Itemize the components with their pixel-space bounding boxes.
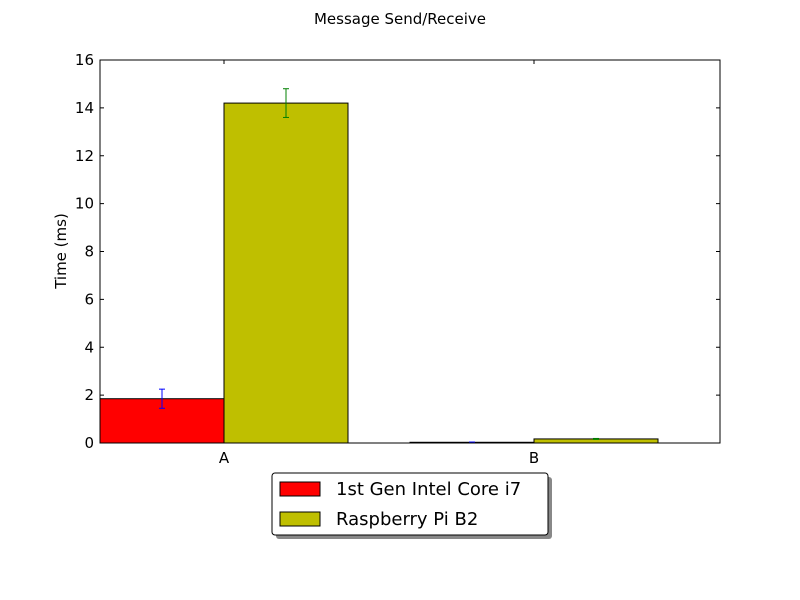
- legend-label: 1st Gen Intel Core i7: [336, 479, 521, 500]
- legend-label: Raspberry Pi B2: [336, 509, 478, 530]
- legend-swatch: [279, 511, 321, 527]
- y-tick-label: 0: [84, 434, 94, 452]
- x-tick-label: B: [529, 449, 539, 467]
- legend-box: [271, 472, 549, 536]
- error-bar-1st-gen-intel-core-i7-a: [159, 388, 165, 409]
- plot-area: [99, 59, 721, 444]
- error-bar-raspberry-pi-b2-a: [283, 88, 289, 118]
- y-axis-label: Time (ms): [52, 213, 70, 290]
- legend: 1st Gen Intel Core i7 Raspberry Pi B2: [271, 472, 552, 539]
- y-axis: 0 2 4 6 8 10 12 14 16: [75, 51, 720, 452]
- y-tick-label: 4: [84, 338, 94, 356]
- y-tick-label: 8: [84, 243, 94, 261]
- bar-raspberry-pi-b2-a: [223, 102, 349, 444]
- y-tick-label: 16: [75, 51, 94, 69]
- error-bar-raspberry-pi-b2-b: [593, 437, 599, 440]
- y-tick-label: 12: [75, 147, 94, 165]
- y-tick-label: 2: [84, 386, 94, 404]
- y-tick-label: 6: [84, 290, 94, 308]
- y-tick-label: 10: [75, 195, 94, 213]
- y-tick-label: 14: [75, 99, 94, 117]
- chart-title: Message Send/Receive: [314, 10, 486, 28]
- x-tick-label: A: [219, 449, 230, 467]
- legend-swatch: [279, 481, 321, 497]
- bars-group: [99, 102, 659, 444]
